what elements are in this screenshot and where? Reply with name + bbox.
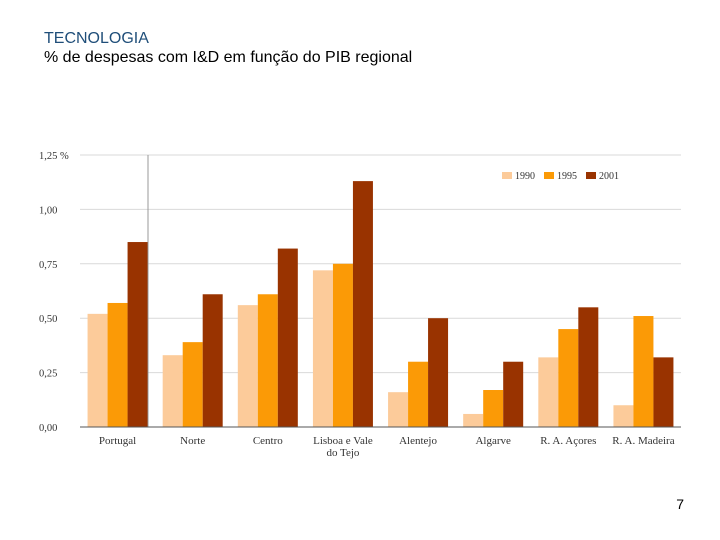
bar-2001 — [277, 248, 298, 427]
legend-swatch-1990 — [502, 172, 512, 179]
y-tick-label: 0,25 — [39, 369, 57, 380]
page-number: 7 — [676, 496, 684, 512]
x-category-label: R. A. Açores — [540, 435, 596, 447]
slide-title-subtitle: % de despesas com I&D em função do PIB r… — [44, 49, 413, 66]
bar-1995 — [107, 302, 128, 427]
bar-1995 — [408, 361, 429, 427]
y-tick-label: 0,50 — [39, 314, 57, 325]
slide-title: TECNOLOGIA % de despesas com I&D em funç… — [44, 29, 412, 67]
x-category-label: R. A. Madeira — [612, 435, 674, 447]
x-category-label: Algarve — [475, 435, 511, 447]
bar-1990 — [538, 357, 559, 427]
bar-2001 — [352, 181, 373, 427]
bar-2001 — [653, 357, 674, 427]
bar-2001 — [127, 242, 148, 427]
y-tick-label: 1,00 — [39, 205, 57, 216]
bar-1995 — [483, 390, 504, 427]
bar-1990 — [613, 405, 634, 427]
legend-swatch-1995 — [544, 172, 554, 179]
bar-1995 — [332, 263, 353, 427]
bar-2001 — [202, 294, 223, 427]
legend-label-1990: 1990 — [515, 171, 535, 182]
bar-1990 — [388, 392, 409, 427]
bar-1990 — [312, 270, 333, 427]
bar-1990 — [162, 355, 183, 427]
x-category-label: Norte — [180, 435, 205, 447]
bar-2001 — [578, 307, 599, 427]
x-category-label: Lisboa e Vale — [313, 435, 373, 447]
bar-1995 — [182, 342, 203, 427]
bar-2001 — [428, 318, 449, 427]
bar-1990 — [87, 313, 108, 427]
bar-1990 — [237, 305, 258, 427]
bar-2001 — [503, 361, 524, 427]
x-category-label: Alentejo — [399, 435, 437, 447]
legend-label-1995: 1995 — [557, 171, 577, 182]
y-tick-label: 0,00 — [39, 423, 57, 434]
bar-1995 — [633, 316, 654, 427]
x-category-label: Portugal — [99, 435, 136, 447]
y-tick-label: 0,75 — [39, 260, 57, 271]
slide-title-heading: TECNOLOGIA — [44, 30, 149, 47]
bar-1990 — [463, 413, 484, 427]
x-category-label: Centro — [253, 435, 283, 447]
x-category-label: do Tejo — [326, 447, 359, 459]
bar-1995 — [558, 329, 579, 427]
y-tick-label: 1,25 % — [39, 151, 69, 162]
legend-swatch-2001 — [586, 172, 596, 179]
legend-label-2001: 2001 — [599, 171, 619, 182]
bar-1995 — [257, 294, 278, 427]
